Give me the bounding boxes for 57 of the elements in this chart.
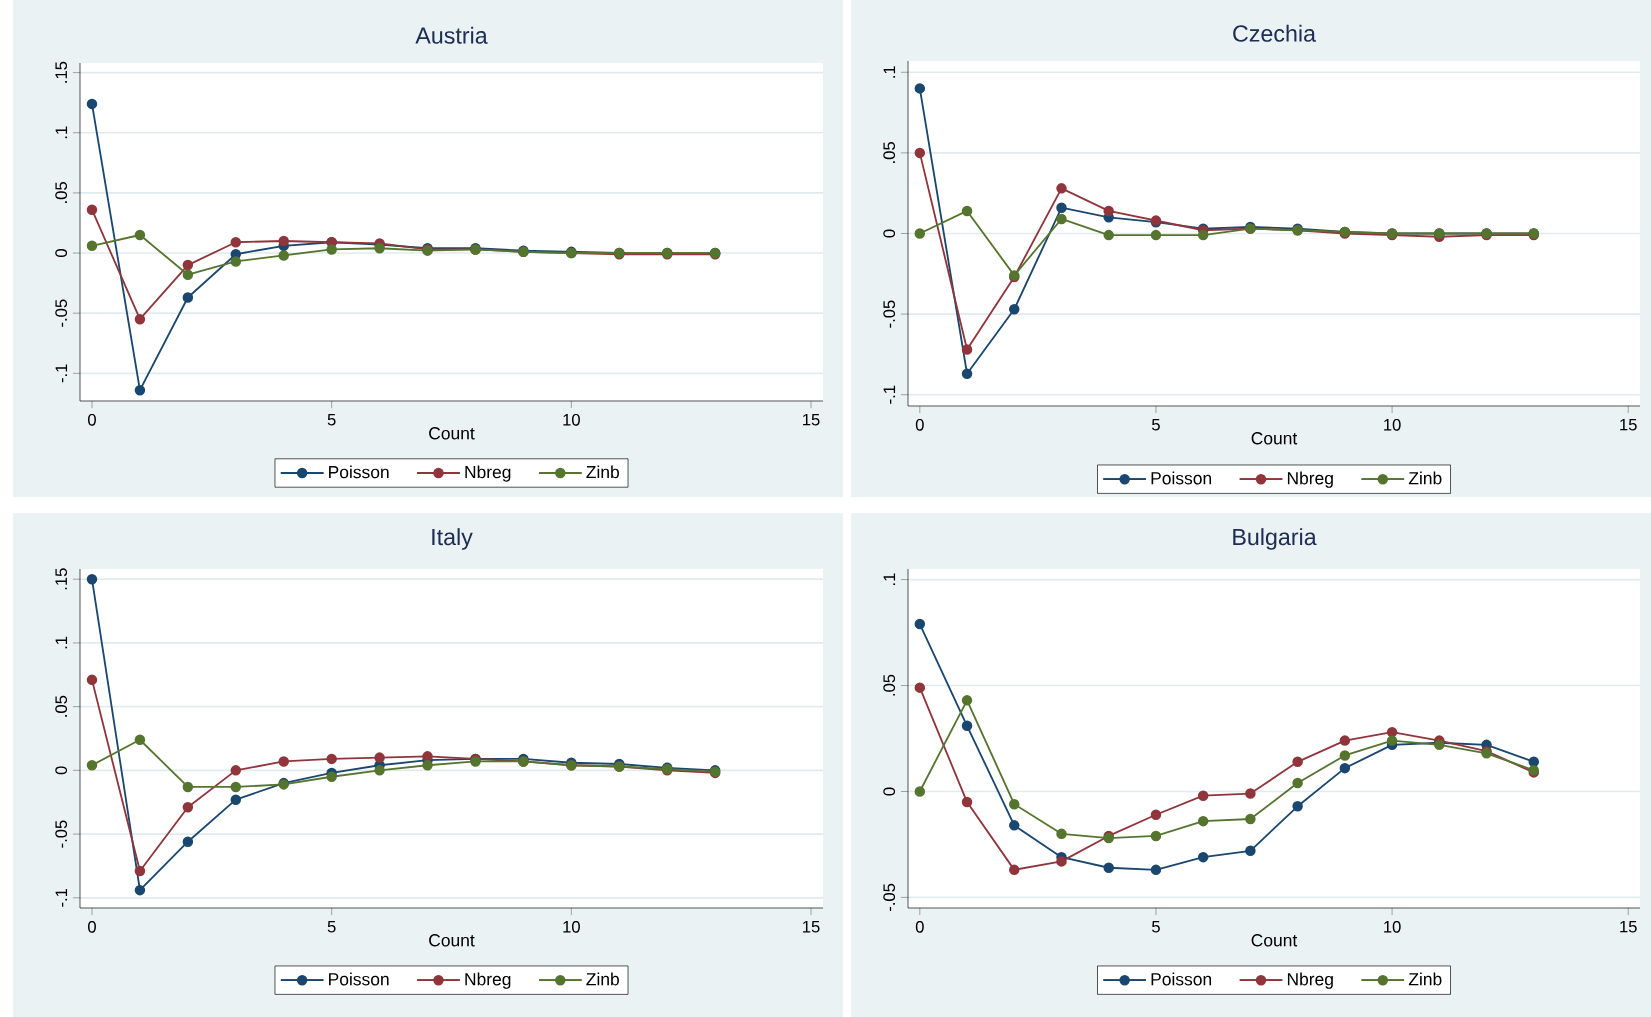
x-tick-label: 0: [88, 413, 96, 426]
legend-label: Zinb: [586, 972, 619, 986]
x-axis-title: Count: [1251, 934, 1298, 947]
legend-label: Poisson: [1151, 471, 1212, 485]
legend-label: Poisson: [1151, 972, 1212, 986]
x-tick-label: 0: [915, 920, 924, 933]
x-tick-label: 15: [803, 413, 820, 426]
legend-label: Nbreg: [465, 972, 511, 989]
y-tick-label: .1: [55, 126, 68, 139]
y-tick-label: .05: [883, 674, 896, 696]
x-tick-label: 5: [327, 413, 336, 426]
y-tick-label: .15: [55, 61, 68, 83]
legend-label: Poisson: [329, 972, 389, 986]
y-tick-label: -.1: [55, 364, 68, 383]
x-tick-label: 10: [563, 920, 580, 933]
y-tick-label: .15: [55, 568, 68, 590]
y-tick-label: .05: [55, 182, 68, 203]
legend-label: Nbreg: [465, 465, 511, 482]
y-tick-label: -.1: [883, 385, 896, 404]
x-tick-label: 5: [1152, 418, 1160, 431]
y-tick-label: .1: [883, 66, 896, 78]
x-tick-label: 15: [803, 920, 820, 933]
chart-title: Austria: [415, 26, 488, 44]
x-tick-label: 15: [1620, 418, 1637, 431]
y-tick-label: .05: [883, 142, 896, 163]
x-tick-label: 10: [1384, 920, 1401, 933]
x-tick-label: 10: [563, 413, 580, 426]
y-tick-label: -.05: [55, 820, 68, 848]
y-tick-label: .1: [883, 573, 896, 585]
y-tick-label: 0: [55, 249, 68, 258]
legend-label: Zinb: [1408, 471, 1442, 485]
y-tick-label: 0: [883, 229, 896, 238]
x-axis-title: Count: [429, 934, 475, 947]
x-axis-title: Count: [1251, 432, 1298, 445]
x-tick-label: 0: [915, 418, 924, 431]
chart-title: Czechia: [1233, 24, 1317, 42]
legend-label: Zinb: [1408, 972, 1442, 986]
y-tick-label: 0: [55, 766, 68, 775]
y-tick-label: -.05: [883, 300, 896, 328]
legend-label: Poisson: [329, 465, 389, 479]
chart-title: Bulgaria: [1233, 528, 1317, 550]
x-tick-label: 5: [1152, 920, 1160, 933]
x-axis-title: Count: [429, 427, 475, 440]
y-tick-label: .1: [55, 636, 68, 649]
legend-label: Nbreg: [1287, 471, 1333, 488]
x-tick-label: 5: [327, 920, 336, 933]
y-tick-label: .05: [55, 695, 68, 717]
chart-title: Italy: [432, 528, 473, 550]
y-tick-label: -.05: [883, 883, 896, 911]
y-tick-label: -.05: [55, 299, 68, 327]
x-tick-label: 15: [1620, 920, 1637, 933]
x-tick-label: 0: [88, 920, 96, 933]
y-tick-label: 0: [883, 787, 896, 796]
x-tick-label: 10: [1384, 418, 1401, 431]
legend-label: Zinb: [586, 465, 619, 479]
legend-label: Nbreg: [1287, 972, 1333, 989]
y-tick-label: -.1: [55, 888, 68, 907]
